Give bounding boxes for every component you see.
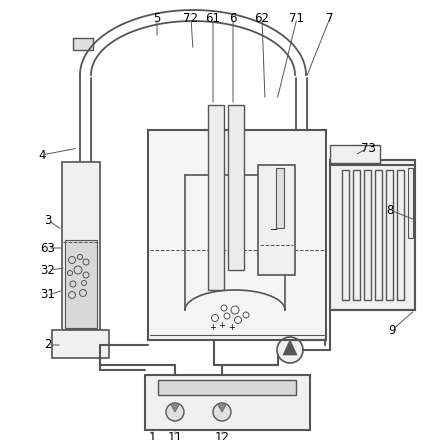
Wedge shape [171, 403, 179, 412]
Text: +: + [229, 323, 235, 333]
Bar [228, 105, 244, 270]
Bar [386, 170, 393, 300]
Text: 12: 12 [214, 430, 229, 440]
Circle shape [277, 337, 303, 363]
Bar [330, 160, 415, 310]
Text: 1: 1 [148, 430, 156, 440]
Bar [65, 240, 97, 328]
Text: 7: 7 [326, 11, 334, 25]
Text: 5: 5 [153, 11, 161, 25]
Bar [73, 38, 93, 50]
Bar [260, 245, 293, 273]
Text: 9: 9 [388, 323, 396, 337]
Text: 2: 2 [44, 338, 52, 352]
Text: +: + [218, 320, 225, 330]
Text: 31: 31 [41, 289, 55, 301]
Bar [375, 170, 382, 300]
Text: 11: 11 [167, 430, 183, 440]
Text: 32: 32 [41, 264, 55, 276]
Text: 3: 3 [44, 213, 52, 227]
Bar [397, 170, 404, 300]
Bar [150, 145, 324, 335]
Circle shape [213, 403, 231, 421]
Bar [330, 145, 380, 163]
Bar [208, 105, 224, 290]
Polygon shape [283, 340, 297, 355]
Text: 72: 72 [183, 11, 198, 25]
Text: 6: 6 [229, 11, 237, 25]
Wedge shape [218, 403, 226, 412]
Bar [158, 380, 296, 395]
Text: 61: 61 [206, 11, 221, 25]
Bar [148, 130, 326, 340]
Text: 71: 71 [289, 11, 304, 25]
Bar [353, 170, 360, 300]
Bar [364, 170, 371, 300]
Text: −: − [270, 225, 278, 235]
Circle shape [166, 403, 184, 421]
Text: 62: 62 [254, 11, 269, 25]
Text: 63: 63 [41, 242, 55, 254]
Text: 4: 4 [38, 149, 46, 161]
Bar [276, 168, 284, 228]
Bar [62, 162, 100, 330]
Text: +: + [210, 323, 217, 333]
Text: 73: 73 [361, 142, 375, 154]
Bar [342, 170, 349, 300]
Bar [52, 330, 109, 358]
Bar [408, 168, 413, 238]
Bar [145, 375, 310, 430]
Bar [258, 165, 295, 275]
Text: 8: 8 [386, 203, 394, 216]
